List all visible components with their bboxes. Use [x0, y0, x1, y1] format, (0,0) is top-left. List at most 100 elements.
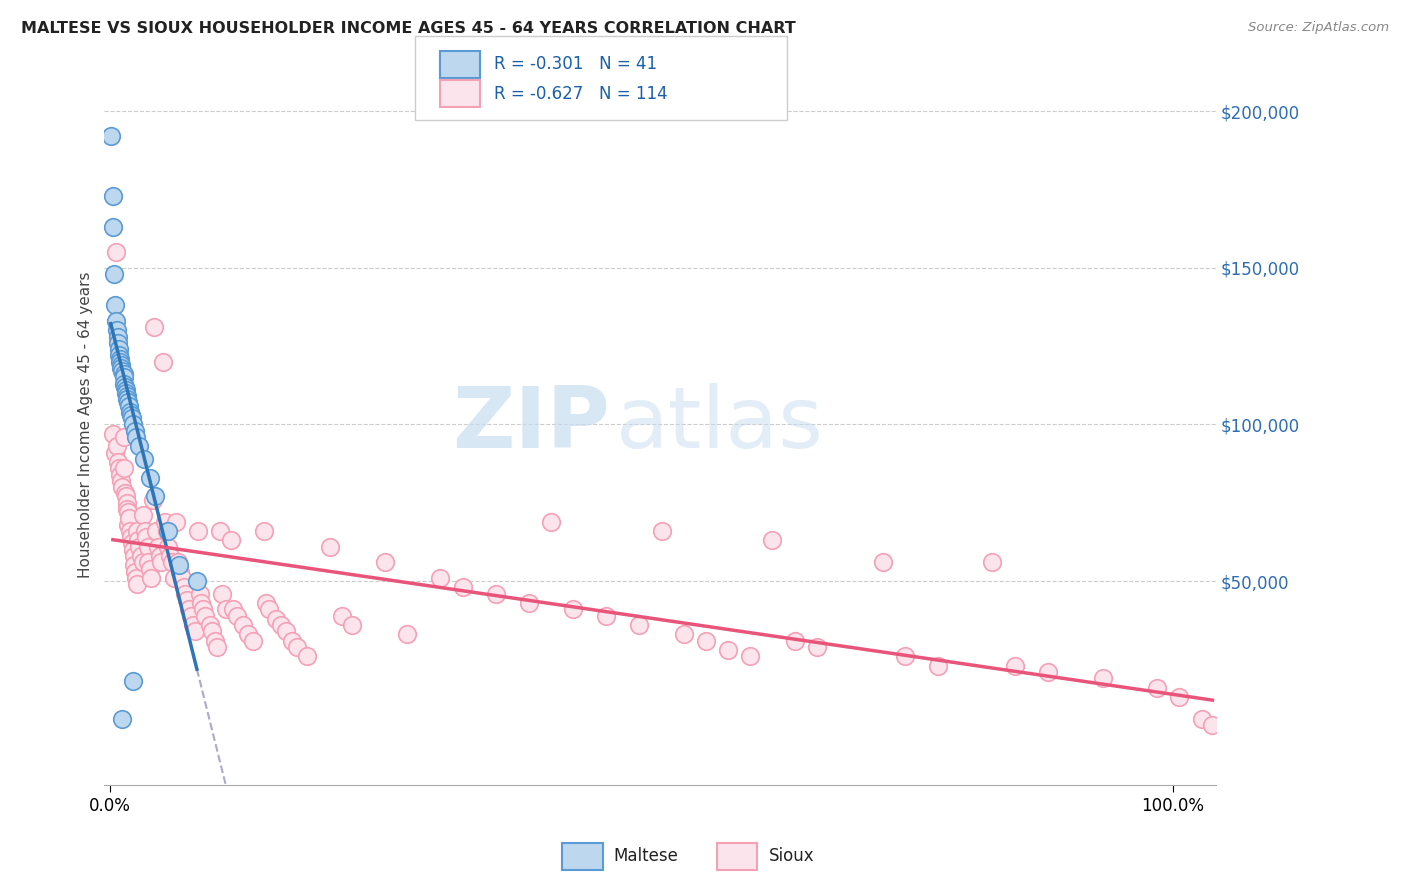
Point — [110, 351, 132, 366]
Point — [157, 540, 180, 554]
Point — [100, 129, 122, 144]
Point — [107, 329, 129, 343]
Point — [451, 580, 474, 594]
Point — [716, 643, 738, 657]
Text: atlas: atlas — [616, 383, 824, 466]
Point — [115, 496, 138, 510]
Point — [169, 565, 191, 579]
Point — [253, 524, 276, 538]
Point — [118, 405, 141, 419]
Point — [204, 633, 226, 648]
Point — [101, 188, 124, 202]
Point — [145, 490, 167, 504]
Point — [127, 524, 149, 538]
Point — [122, 674, 145, 689]
Point — [131, 555, 153, 569]
Point — [236, 627, 259, 641]
Point — [173, 580, 195, 594]
Point — [114, 383, 136, 397]
Point — [114, 386, 136, 401]
Point — [165, 515, 187, 529]
Point — [149, 555, 172, 569]
Point — [201, 624, 224, 639]
Point — [136, 555, 159, 569]
Point — [115, 389, 138, 403]
Point — [319, 540, 342, 554]
Point — [122, 549, 145, 563]
Point — [135, 530, 157, 544]
Point — [131, 508, 153, 523]
Point — [184, 624, 207, 639]
Point — [783, 633, 806, 648]
Point — [112, 461, 135, 475]
Point — [1191, 712, 1213, 726]
Point — [149, 549, 172, 563]
Point — [111, 364, 134, 378]
Y-axis label: Householder Income Ages 45 - 64 years: Householder Income Ages 45 - 64 years — [79, 271, 93, 578]
Point — [104, 298, 127, 312]
Point — [114, 490, 136, 504]
Point — [190, 596, 212, 610]
Point — [127, 577, 149, 591]
Point — [187, 524, 209, 538]
Point — [209, 524, 232, 538]
Point — [179, 602, 201, 616]
Point — [485, 586, 508, 600]
Point — [139, 561, 162, 575]
Point — [156, 524, 179, 538]
Point — [176, 593, 198, 607]
Point — [115, 502, 138, 516]
Point — [226, 608, 249, 623]
Point — [107, 455, 129, 469]
Point — [162, 571, 184, 585]
Point — [1168, 690, 1191, 704]
Point — [894, 649, 917, 664]
Point — [738, 649, 761, 664]
Point — [672, 627, 695, 641]
Point — [112, 376, 135, 391]
Point — [103, 267, 125, 281]
Point — [125, 430, 148, 444]
Point — [167, 558, 190, 573]
Point — [276, 624, 298, 639]
Point — [1201, 718, 1223, 732]
Point — [170, 571, 193, 585]
Point — [143, 320, 166, 334]
Point — [257, 602, 280, 616]
Point — [128, 439, 150, 453]
Point — [205, 640, 228, 654]
Point — [120, 408, 142, 422]
Point — [120, 530, 142, 544]
Point — [330, 608, 353, 623]
Point — [132, 451, 155, 466]
Point — [105, 323, 128, 337]
Point — [340, 618, 363, 632]
Point — [105, 314, 128, 328]
Point — [121, 411, 143, 425]
Point — [194, 608, 217, 623]
Point — [761, 533, 783, 548]
Point — [540, 515, 562, 529]
Point — [127, 533, 149, 548]
Text: Maltese: Maltese — [614, 847, 679, 865]
Point — [1004, 658, 1026, 673]
Point — [181, 618, 204, 632]
Point — [117, 505, 139, 519]
Point — [114, 486, 136, 500]
Point — [232, 618, 254, 632]
Point — [145, 524, 167, 538]
Point — [806, 640, 828, 654]
Point — [118, 399, 141, 413]
Point — [146, 540, 169, 554]
Point — [188, 586, 211, 600]
Point — [166, 555, 188, 569]
Point — [108, 349, 131, 363]
Point — [186, 574, 208, 588]
Point — [129, 549, 152, 563]
Point — [110, 361, 132, 376]
Point — [872, 555, 894, 569]
Text: Source: ZipAtlas.com: Source: ZipAtlas.com — [1249, 21, 1389, 34]
Point — [139, 471, 162, 485]
Point — [562, 602, 585, 616]
Point — [198, 618, 221, 632]
